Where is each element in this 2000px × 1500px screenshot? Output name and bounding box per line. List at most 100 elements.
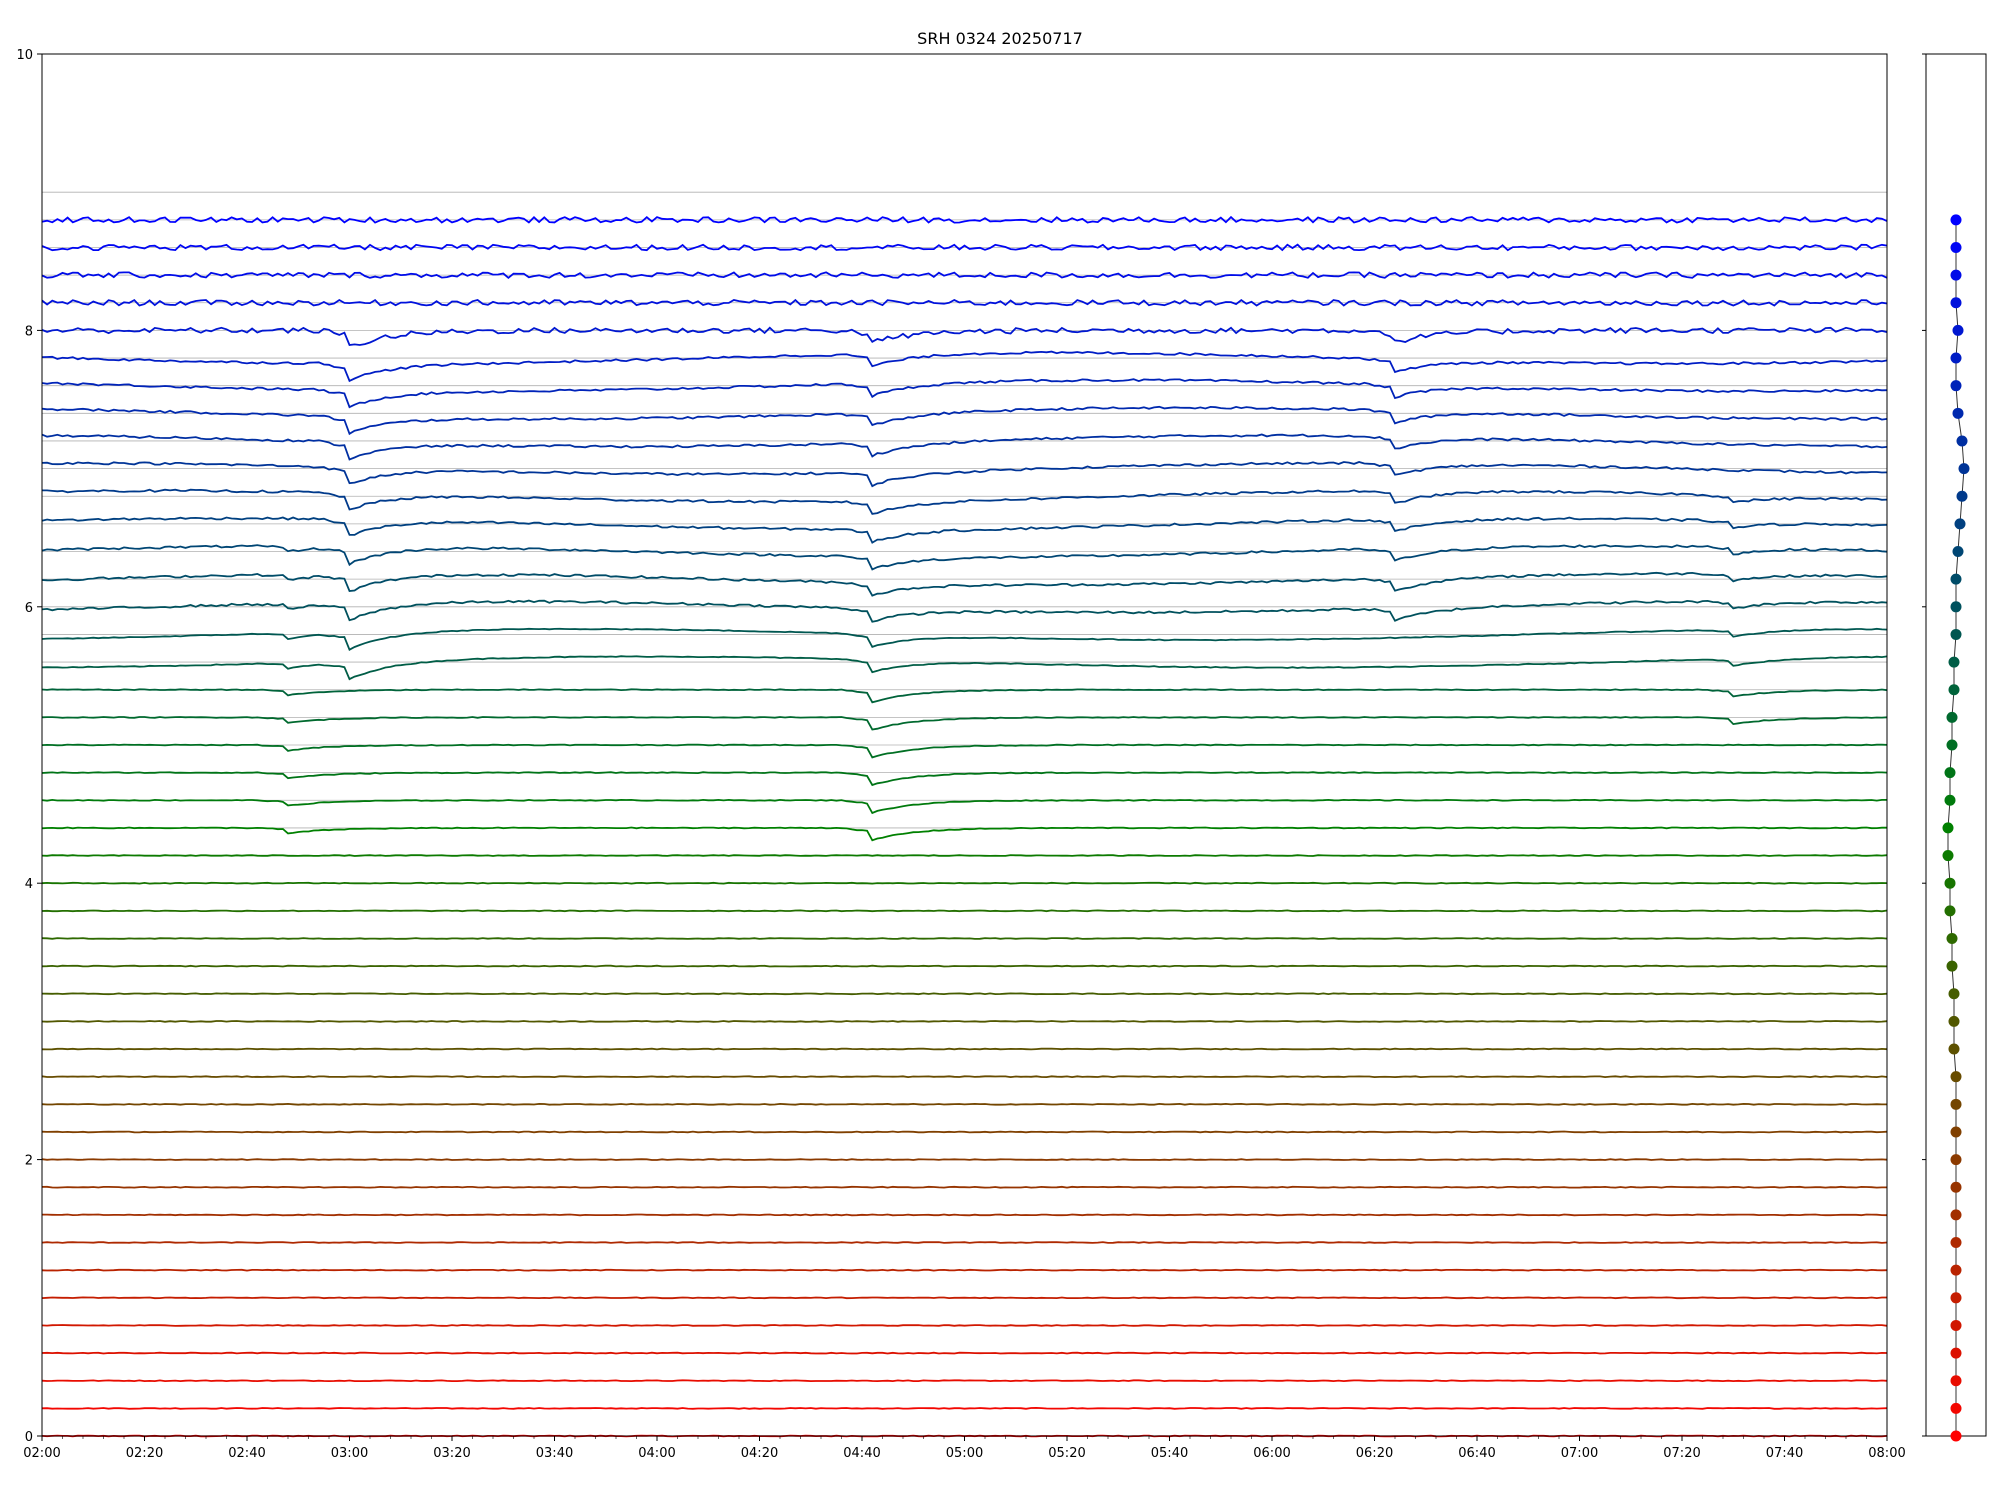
- channel-trace: [41, 1158, 1888, 1161]
- channel-trace: [41, 909, 1888, 913]
- channel-trace: [41, 1241, 1888, 1244]
- channel-trace: [41, 1130, 1888, 1134]
- channel-trace: [41, 1406, 1888, 1410]
- channel-trace: [41, 1324, 1888, 1327]
- channel-trace: [41, 826, 1887, 842]
- channel-trace: [41, 215, 1888, 224]
- channel-trace: [41, 964, 1888, 968]
- channel-trace: [41, 771, 1888, 787]
- side-point: [1950, 1292, 1962, 1304]
- side-point: [1952, 407, 1964, 419]
- side-point: [1950, 269, 1962, 281]
- channel-trace: [41, 1185, 1887, 1189]
- side-point: [1950, 1402, 1962, 1414]
- channel-trace: [41, 571, 1888, 597]
- channel-trace: [41, 1020, 1888, 1023]
- main-plot-area: 02:00 02:20 02:40 03:00 03:20 03:40 04:00 04:20…: [16, 48, 1905, 1461]
- side-point: [1948, 1043, 1960, 1055]
- channel-trace: [41, 688, 1888, 704]
- x-tick-label: 03:20: [433, 1446, 470, 1461]
- side-point: [1950, 1237, 1962, 1249]
- y-axis-ticks: 0 2 4 6 8 10: [16, 48, 42, 1445]
- side-point: [1950, 1098, 1962, 1110]
- side-point: [1944, 905, 1956, 917]
- x-tick-label: 07:20: [1663, 1446, 1700, 1461]
- x-tick-label: 04:40: [843, 1446, 880, 1461]
- channel-trace: [41, 655, 1888, 681]
- channel-trace: [41, 599, 1888, 623]
- side-point: [1958, 463, 1970, 475]
- channel-trace: [41, 716, 1888, 731]
- channel-trace: [41, 743, 1888, 759]
- channel-trace: [42, 1213, 1888, 1217]
- side-point: [1944, 767, 1956, 779]
- y-tick-label: 8: [25, 324, 33, 339]
- side-point: [1942, 850, 1954, 862]
- side-point: [1950, 1071, 1962, 1083]
- x-tick-label: 02:40: [228, 1446, 265, 1461]
- side-axis-ticks: [1922, 53, 1926, 1437]
- channel-trace: [41, 881, 1888, 885]
- side-point: [1948, 1015, 1960, 1027]
- side-point: [1950, 297, 1962, 309]
- x-tick-label: 07:40: [1766, 1446, 1803, 1461]
- channel-trace: [41, 1047, 1888, 1051]
- channel-trace: [41, 1351, 1888, 1355]
- side-point: [1946, 711, 1958, 723]
- side-point: [1950, 1319, 1962, 1331]
- side-point: [1950, 352, 1962, 364]
- x-tick-label: 03:00: [331, 1446, 368, 1461]
- channel-trace: [41, 298, 1888, 307]
- y-tick-label: 0: [25, 1430, 33, 1445]
- channel-trace: [41, 992, 1888, 996]
- y-tick-label: 4: [25, 877, 33, 892]
- y-tick-label: 6: [25, 601, 33, 616]
- channel-trace: [41, 1379, 1888, 1383]
- channel-trace: [41, 937, 1888, 940]
- channel-trace: [41, 854, 1888, 857]
- x-tick-label: 06:40: [1458, 1446, 1495, 1461]
- side-point: [1956, 490, 1968, 502]
- side-point: [1944, 794, 1956, 806]
- channel-trace: [41, 405, 1888, 436]
- x-tick-label: 05:20: [1048, 1446, 1085, 1461]
- channel-trace: [41, 1268, 1888, 1272]
- channel-trace: [41, 378, 1888, 409]
- side-point: [1950, 1126, 1962, 1138]
- y-tick-label: 10: [16, 48, 33, 63]
- x-tick-label: 03:40: [536, 1446, 573, 1461]
- x-tick-label: 04:20: [741, 1446, 778, 1461]
- channel-trace: [41, 326, 1888, 346]
- channel-trace: [41, 433, 1888, 461]
- side-point: [1950, 1209, 1962, 1221]
- side-point: [1954, 518, 1966, 530]
- side-point: [1948, 684, 1960, 696]
- side-point: [1950, 380, 1962, 392]
- channel-trace: [41, 627, 1888, 651]
- y-tick-label: 2: [25, 1154, 33, 1169]
- channel-trace: [41, 243, 1888, 252]
- side-point: [1950, 214, 1962, 226]
- side-point: [1950, 601, 1962, 613]
- channel-trace: [41, 1296, 1887, 1300]
- channel-trace: [41, 544, 1888, 571]
- side-point: [1950, 241, 1962, 253]
- side-points: [1942, 214, 1970, 1442]
- x-tick-label: 02:20: [126, 1446, 163, 1461]
- x-tick-label: 08:00: [1868, 1446, 1905, 1461]
- x-tick-label: 06:00: [1253, 1446, 1290, 1461]
- x-tick-label: 02:00: [23, 1446, 60, 1461]
- channel-trace: [42, 488, 1888, 515]
- side-point: [1944, 877, 1956, 889]
- channel-trace: [41, 461, 1888, 488]
- side-point: [1946, 932, 1958, 944]
- channel-trace: [41, 271, 1888, 279]
- side-point: [1946, 960, 1958, 972]
- side-point: [1948, 988, 1960, 1000]
- x-tick-label: 05:40: [1151, 1446, 1188, 1461]
- channel-trace: [41, 350, 1888, 383]
- side-point: [1948, 656, 1960, 668]
- side-point: [1950, 1154, 1962, 1166]
- x-tick-label: 04:00: [638, 1446, 675, 1461]
